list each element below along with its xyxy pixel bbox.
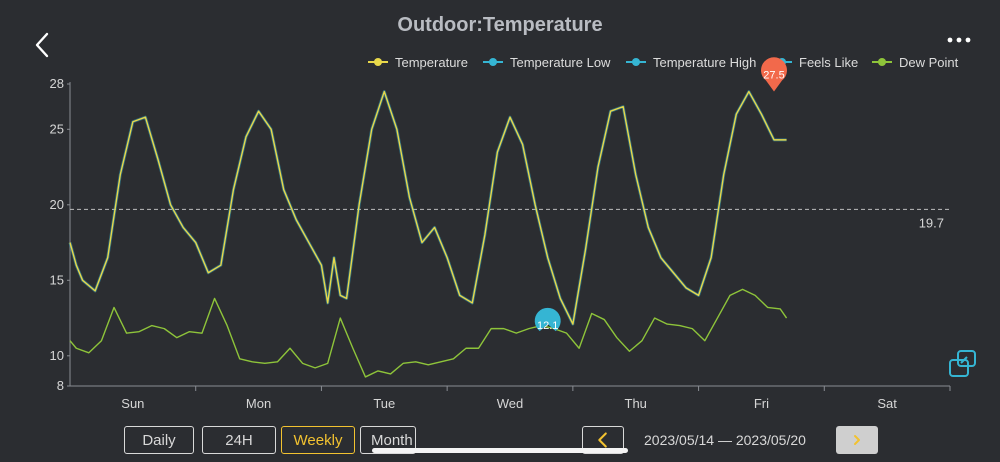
y-tick-label: 28 xyxy=(50,76,64,91)
legend-swatch-dot xyxy=(374,58,382,66)
legend-label: Temperature Low xyxy=(510,55,611,70)
page-title: Outdoor:Temperature xyxy=(397,14,603,36)
min-marker: 12.1 xyxy=(534,307,561,332)
max-marker-shape xyxy=(760,57,788,92)
y-tick-label: 8 xyxy=(57,378,64,393)
tab-24h[interactable]: 24H xyxy=(202,426,276,454)
average-line: 19.7 xyxy=(70,208,950,230)
legend-item: Temperature Low xyxy=(483,55,611,70)
x-tick-label: Sat xyxy=(877,396,897,411)
legend-item: Temperature High xyxy=(626,55,756,70)
legend-swatch-dot xyxy=(878,58,886,66)
max-marker-label: 27.5 xyxy=(763,70,784,82)
tab-daily[interactable]: Daily xyxy=(124,426,194,454)
temperature-range-shadow xyxy=(68,90,787,326)
series-layer xyxy=(68,90,788,378)
chart-legend: Temperature Temperature Low Temperature Hi… xyxy=(368,55,959,70)
next-week-button[interactable] xyxy=(836,426,878,454)
extreme-markers: 27.5 12.1 xyxy=(534,57,788,332)
temperature-line xyxy=(69,90,787,325)
back-button[interactable] xyxy=(30,30,56,60)
home-indicator xyxy=(372,448,628,453)
tab-month[interactable]: Month xyxy=(360,426,416,454)
x-axis: Sun Mon Tue Wed Thu Fri Sat xyxy=(70,385,951,411)
legend-label: Temperature xyxy=(395,55,468,70)
bottom-controls: Daily 24H Weekly Month 2023/05/14 — 2023… xyxy=(0,424,1000,462)
x-tick-label: Fri xyxy=(754,396,769,411)
x-tick-label: Sun xyxy=(121,396,144,411)
x-tick-label: Tue xyxy=(373,396,395,411)
legend-item: Dew Point xyxy=(872,55,959,70)
legend-swatch-dot xyxy=(632,58,640,66)
resize-icon[interactable] xyxy=(948,348,978,378)
chevron-right-icon xyxy=(854,435,860,445)
legend-item: Temperature xyxy=(368,55,468,70)
y-tick-label: 20 xyxy=(50,197,64,212)
y-axis: 8 10 15 20 25 28 xyxy=(50,76,71,393)
x-tick-label: Mon xyxy=(246,396,271,411)
min-marker-shape xyxy=(534,307,561,332)
average-line-label: 19.7 xyxy=(919,215,944,230)
chevron-left-icon xyxy=(598,432,607,448)
temperature-chart: Temperature Temperature Low Temperature Hi… xyxy=(50,55,959,411)
legend-label: Feels Like xyxy=(799,55,858,70)
legend-label: Temperature High xyxy=(653,55,756,70)
x-tick-label: Wed xyxy=(497,396,524,411)
dew-point-line xyxy=(69,288,788,378)
more-dots-icon xyxy=(947,37,971,43)
min-marker-label: 12.1 xyxy=(537,320,558,332)
legend-swatch-dot xyxy=(489,58,497,66)
y-tick-label: 25 xyxy=(50,121,64,136)
previous-week-button[interactable] xyxy=(582,426,624,454)
tab-weekly[interactable]: Weekly xyxy=(281,426,355,454)
x-tick-label: Thu xyxy=(625,396,647,411)
more-menu-button[interactable] xyxy=(946,30,972,50)
y-tick-label: 15 xyxy=(50,272,64,287)
legend-label: Dew Point xyxy=(899,55,959,70)
max-marker: 27.5 xyxy=(760,57,788,92)
chevron-left-icon xyxy=(35,32,49,58)
date-range: 2023/05/14 — 2023/05/20 xyxy=(644,432,806,448)
y-tick-label: 10 xyxy=(50,348,64,363)
